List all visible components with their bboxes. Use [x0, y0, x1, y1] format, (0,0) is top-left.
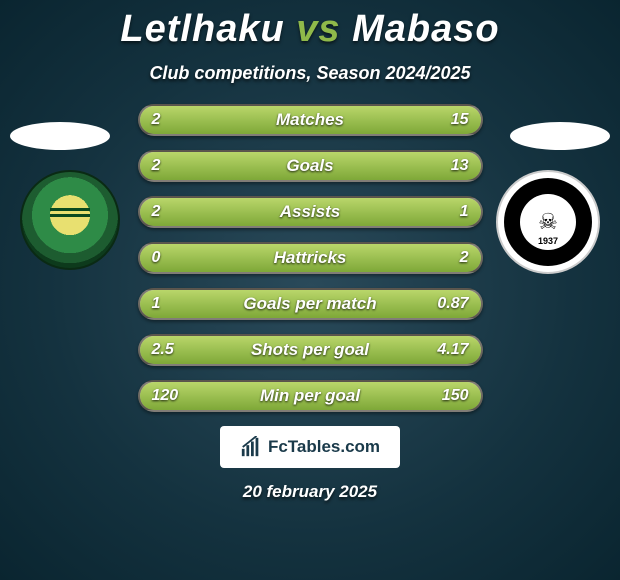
chart-area: 215Matches 213Goals 21Assists 02Hattricks 10… — [0, 104, 620, 502]
bar-label: Goals — [140, 152, 481, 180]
watermark-text: FcTables.com — [268, 437, 380, 457]
date-text: 20 february 2025 — [0, 482, 620, 502]
bar-row: 02Hattricks — [138, 242, 483, 274]
bar-row: 21Assists — [138, 196, 483, 228]
bar-label: Min per goal — [140, 382, 481, 410]
bar-label: Goals per match — [140, 290, 481, 318]
bar-label: Hattricks — [140, 244, 481, 272]
bar-row: 10.87Goals per match — [138, 288, 483, 320]
bar-label: Shots per goal — [140, 336, 481, 364]
bar-label: Matches — [140, 106, 481, 134]
bar-row: 213Goals — [138, 150, 483, 182]
vs-text: vs — [296, 8, 340, 50]
bar-row: 215Matches — [138, 104, 483, 136]
bars-container: 215Matches 213Goals 21Assists 02Hattricks 10… — [138, 104, 483, 412]
watermark: FcTables.com — [220, 426, 400, 468]
bar-row: 120150Min per goal — [138, 380, 483, 412]
bar-label: Assists — [140, 198, 481, 226]
chart-icon — [240, 436, 262, 458]
comparison-title: Letlhaku vs Mabaso — [0, 0, 620, 51]
subtitle: Club competitions, Season 2024/2025 — [0, 63, 620, 84]
player1-name: Letlhaku — [120, 8, 284, 50]
bar-row: 2.54.17Shots per goal — [138, 334, 483, 366]
player2-name: Mabaso — [352, 8, 499, 50]
